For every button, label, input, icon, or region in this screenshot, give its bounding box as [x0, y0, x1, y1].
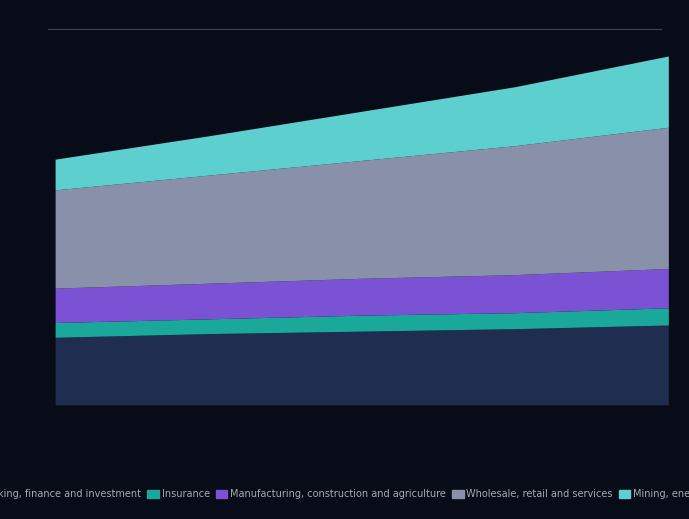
Legend: Banking, finance and investment, Insurance, Manufacturing, construction and agri: Banking, finance and investment, Insuran…	[0, 485, 689, 503]
